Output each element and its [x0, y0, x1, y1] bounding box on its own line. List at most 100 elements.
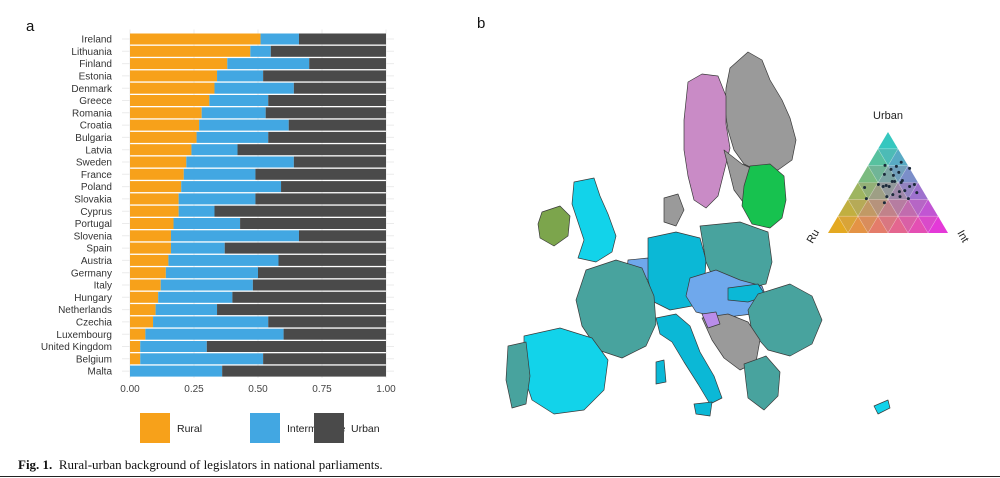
bar-intermediate-austria [168, 254, 279, 266]
y-tick-label: Portugal [75, 219, 112, 230]
legend-swatch-intermediate [250, 413, 280, 443]
ternary-grid-line [907, 199, 929, 234]
bar-urban-hungary [232, 291, 386, 303]
ternary-cell [838, 216, 858, 233]
x-tick-label: 1.00 [376, 384, 396, 395]
bar-rural-ireland [130, 33, 261, 45]
ternary-point [894, 164, 898, 168]
ternary-cell [848, 216, 868, 233]
y-tick-label: Sweden [76, 158, 112, 169]
country-sardinia [655, 359, 667, 385]
bar-urban-france [255, 168, 386, 180]
ternary-point [884, 184, 888, 188]
bar-intermediate-ireland [260, 33, 299, 45]
ternary-point [912, 183, 916, 187]
bar-rural-netherlands [130, 304, 156, 316]
bar-intermediate-greece [209, 95, 269, 106]
y-tick-label: France [81, 170, 113, 181]
x-tick-label: 0.50 [248, 384, 268, 395]
ternary-point [898, 195, 902, 199]
y-tick-label: United Kingdom [41, 342, 112, 353]
bar-rural-cyprus [130, 205, 179, 217]
ternary-point [915, 191, 919, 195]
ternary-cells [828, 132, 948, 233]
bar-rural-belgium [130, 353, 141, 365]
ternary-cell [878, 132, 898, 149]
bar-intermediate-malta [130, 365, 223, 377]
country-portugal [505, 341, 531, 409]
bar-intermediate-netherlands [155, 304, 218, 316]
ternary-cell [888, 165, 908, 183]
country-cyprus [873, 399, 891, 415]
y-tick-label: Slovakia [74, 195, 112, 206]
bar-urban-greece [268, 95, 386, 106]
panel-a-label: a [26, 18, 35, 35]
europe-map [505, 51, 891, 417]
country-sweden [683, 73, 731, 209]
bar-rural-poland [130, 181, 182, 193]
bar-legend: RuralIntermediateUrban [140, 413, 380, 443]
y-tick-label: Hungary [74, 293, 112, 304]
y-tick-label: Bulgaria [75, 133, 112, 144]
figure-caption: Fig. 1. Rural-urban background of legisl… [18, 457, 383, 473]
country-norway [724, 51, 797, 173]
y-tick-label: Belgium [76, 354, 112, 365]
country-denmark [663, 193, 685, 227]
ternary-cell [888, 148, 908, 166]
ternary-grid-line [927, 216, 939, 234]
ternary-point [881, 185, 885, 189]
bar-rural-czechia [130, 316, 154, 328]
bar-urban-luxembourg [283, 328, 386, 340]
y-tick-label: Cyprus [80, 207, 112, 218]
ternary-point [908, 185, 912, 189]
y-tick-label: Spain [86, 244, 112, 255]
ternary-legend: Urban Ru Int [805, 110, 971, 246]
bar-urban-malta [222, 365, 386, 377]
ternary-cell [928, 216, 948, 233]
ternary-top-label: Urban [873, 110, 903, 122]
ternary-cell [878, 148, 898, 166]
bar-rural-bulgaria [130, 131, 197, 143]
ternary-cell [858, 165, 878, 183]
y-tick-label: Netherlands [58, 305, 112, 316]
bar-rural-finland [130, 58, 228, 70]
bar-urban-slovenia [298, 230, 386, 242]
y-tick-label: Austria [81, 256, 113, 267]
bar-intermediate-poland [181, 181, 282, 193]
ternary-cell [858, 216, 878, 233]
country-italy [655, 313, 723, 405]
legend-swatch-rural [140, 413, 170, 443]
ternary-point [893, 179, 897, 183]
ternary-cell [838, 199, 858, 217]
ternary-cell [858, 199, 878, 217]
bar-intermediate-croatia [199, 119, 289, 131]
country-ireland [537, 205, 571, 247]
bar-urban-italy [252, 279, 386, 291]
legend-swatch-urban [314, 413, 344, 443]
ternary-cell [908, 182, 928, 200]
bar-intermediate-lithuania [250, 45, 271, 57]
ternary-cell [858, 182, 878, 200]
y-tick-label: Czechia [76, 318, 113, 329]
ternary-points [863, 160, 919, 205]
ternary-point [864, 197, 868, 201]
ternary-point [882, 172, 886, 176]
ternary-grid-line [837, 216, 849, 234]
bar-urban-croatia [288, 119, 386, 131]
y-tick-label: Malta [88, 367, 113, 378]
ternary-point [900, 178, 904, 182]
ternary-cell [918, 199, 938, 217]
ternary-grid-line [867, 165, 909, 234]
ternary-grid-line [867, 165, 909, 234]
bar-rural-united-kingdom [130, 341, 141, 352]
bar-intermediate-belgium [140, 353, 264, 365]
ternary-point [899, 160, 903, 164]
bar-rural-lithuania [130, 45, 251, 57]
caption-label: Fig. 1. [18, 457, 53, 472]
bar-intermediate-germany [165, 267, 258, 279]
bar-x-tick-labels: 0.00 0.25 0.50 0.75 1.00 [120, 384, 396, 395]
ternary-grid-line [887, 182, 919, 234]
ternary-grid-line [847, 148, 899, 234]
y-tick-label: Poland [81, 182, 112, 193]
